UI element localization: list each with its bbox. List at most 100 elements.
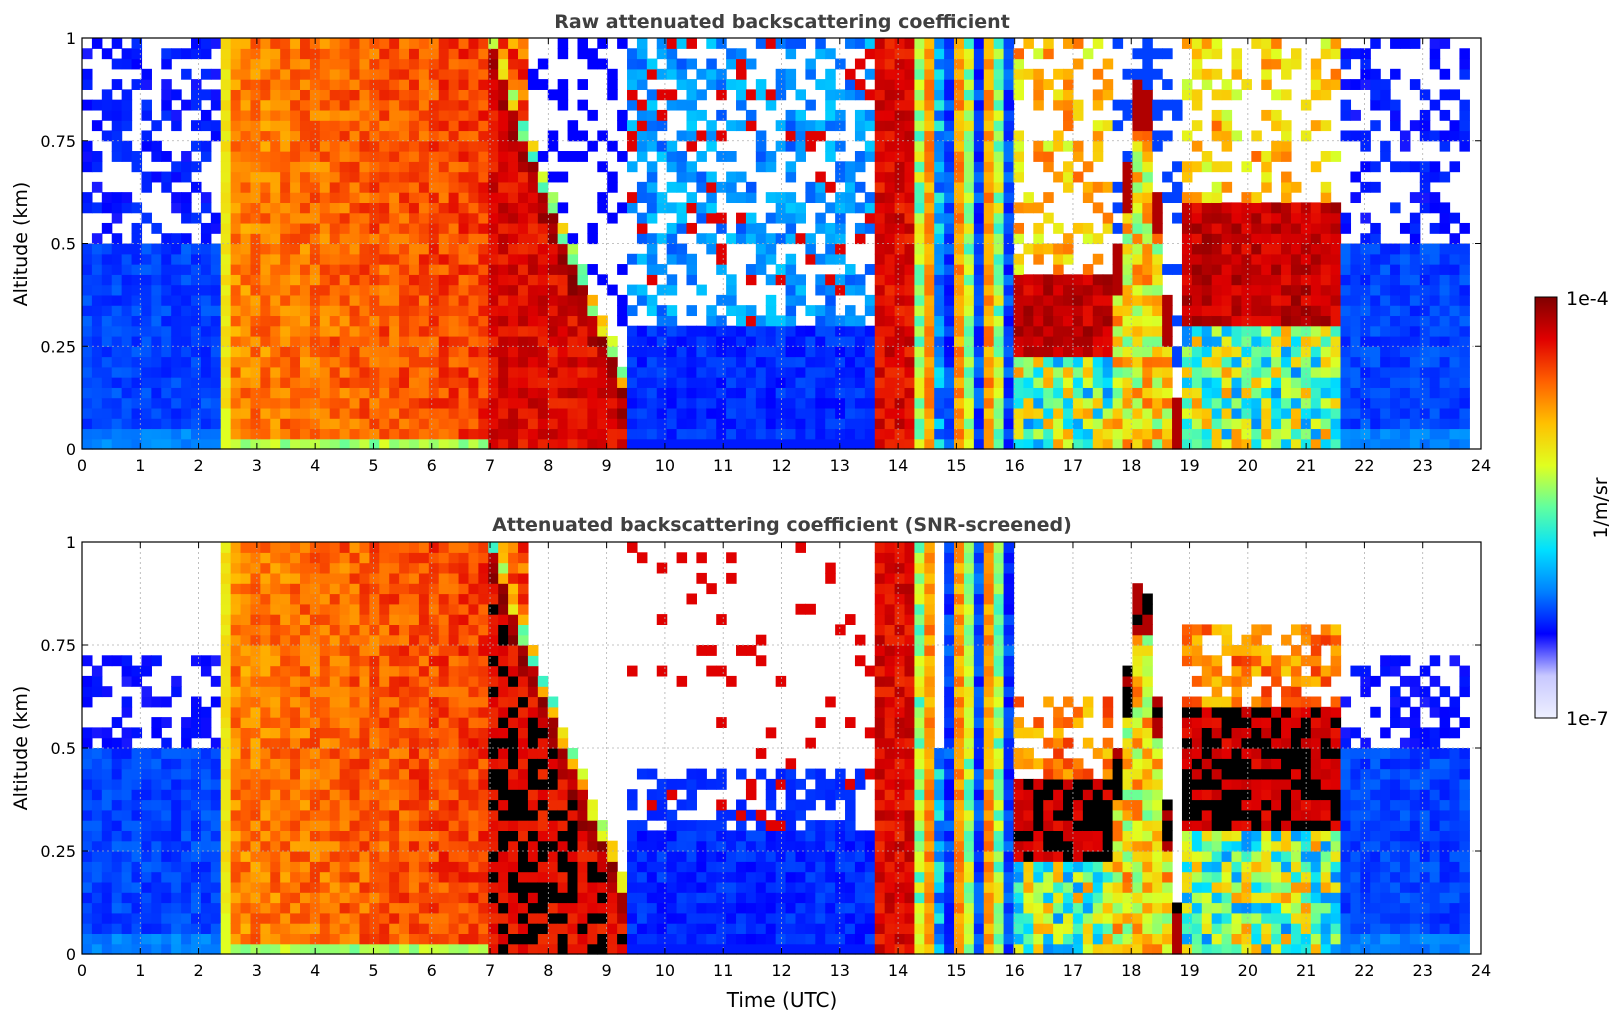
heatmap-cell — [666, 418, 678, 430]
heatmap-cell — [409, 120, 420, 132]
heatmap-cell — [1399, 243, 1411, 255]
heatmap-cell — [557, 418, 569, 430]
heatmap-cell — [1092, 89, 1104, 101]
heatmap-cell — [280, 438, 291, 450]
heatmap-cell — [1172, 397, 1183, 409]
heatmap-cell — [1439, 418, 1451, 430]
heatmap-cell — [1281, 264, 1292, 275]
heatmap-cell — [944, 335, 955, 347]
heatmap-cell — [1023, 315, 1034, 327]
heatmap-cell — [1251, 284, 1262, 296]
heatmap-cell — [1142, 181, 1153, 193]
heatmap-cell — [973, 253, 985, 265]
heatmap-cell — [944, 58, 955, 70]
heatmap-cell — [1122, 418, 1134, 430]
heatmap-cell — [1181, 335, 1193, 347]
heatmap-cell — [1211, 264, 1223, 275]
heatmap-cell — [1172, 428, 1183, 440]
heatmap-cell — [1221, 264, 1233, 275]
heatmap-cell — [210, 758, 222, 770]
heatmap-cell — [230, 346, 242, 358]
heatmap-cell — [151, 171, 162, 183]
heatmap-cell — [1201, 212, 1213, 224]
heatmap-cell — [418, 130, 430, 142]
heatmap-cell — [82, 933, 93, 945]
heatmap-cell — [716, 335, 727, 347]
heatmap-cell — [171, 202, 182, 214]
heatmap-cell — [1003, 428, 1015, 440]
heatmap-cell — [676, 130, 688, 142]
heatmap-cell — [795, 38, 806, 49]
heatmap-cell — [161, 335, 172, 347]
heatmap-cell — [319, 356, 331, 368]
heatmap-cell — [260, 212, 271, 224]
heatmap-cell — [1380, 346, 1391, 358]
heatmap-cell — [290, 438, 301, 450]
heatmap-cell — [825, 397, 836, 409]
heatmap-cell — [171, 892, 182, 904]
heatmap-cell — [726, 58, 737, 70]
heatmap-cell — [904, 284, 916, 296]
heatmap-cell — [656, 305, 668, 317]
heatmap-cell — [696, 130, 707, 142]
heatmap-cell — [1023, 418, 1034, 430]
heatmap-cell — [1112, 418, 1124, 430]
heatmap-cell — [161, 377, 172, 388]
heatmap-cell — [993, 438, 1005, 450]
heatmap-cell — [1191, 192, 1203, 204]
heatmap-cell — [458, 130, 470, 142]
heatmap-cell — [468, 356, 479, 368]
heatmap-cell — [1261, 366, 1272, 378]
heatmap-cell — [993, 407, 1005, 419]
heatmap-cell — [478, 274, 489, 286]
heatmap-cell — [963, 335, 975, 347]
heatmap-cell — [428, 161, 440, 173]
heatmap-cell — [676, 79, 688, 90]
heatmap-cell — [894, 438, 906, 450]
heatmap-cell — [230, 820, 242, 831]
heatmap-cell — [1439, 130, 1451, 142]
heatmap-cell — [508, 397, 519, 409]
heatmap-cell — [1439, 346, 1451, 358]
heatmap-cell — [567, 428, 579, 440]
heatmap-cell — [319, 222, 331, 234]
heatmap-cell — [954, 438, 965, 450]
heatmap-cell — [171, 264, 182, 275]
heatmap-cell — [508, 284, 519, 296]
heatmap-cell — [1231, 212, 1243, 224]
heatmap-cell — [1360, 48, 1371, 60]
heatmap-cell — [1320, 264, 1332, 275]
heatmap-cell — [1181, 264, 1193, 275]
heatmap-cell — [91, 686, 103, 698]
heatmap-cell — [250, 366, 261, 378]
heatmap-cell — [309, 120, 321, 132]
heatmap-cell — [1370, 161, 1381, 173]
heatmap-cell — [1003, 346, 1015, 358]
heatmap-cell — [498, 48, 509, 60]
heatmap-cell — [448, 253, 460, 265]
heatmap-cell — [1251, 192, 1262, 204]
heatmap-cell — [181, 99, 192, 111]
heatmap-cell — [963, 356, 975, 368]
heatmap-cell — [805, 377, 816, 388]
heatmap-cell — [894, 315, 906, 327]
heatmap-cell — [1191, 346, 1203, 358]
heatmap-cell — [309, 315, 321, 327]
heatmap-cell — [1459, 140, 1470, 152]
heatmap-cell — [706, 418, 717, 430]
heatmap-cell — [577, 356, 588, 368]
heatmap-cell — [438, 202, 450, 214]
heatmap-cell — [458, 48, 470, 60]
heatmap-cell — [409, 68, 420, 80]
heatmap-cell — [309, 202, 321, 214]
heatmap-cell — [1419, 305, 1431, 317]
heatmap-cell — [686, 377, 697, 388]
heatmap-cell — [983, 325, 995, 337]
heatmap-cell — [1370, 68, 1381, 80]
heatmap-cell — [825, 325, 836, 337]
heatmap-cell — [220, 109, 232, 121]
heatmap-cell — [518, 38, 529, 49]
heatmap-cell — [1092, 305, 1104, 317]
heatmap-cell — [577, 151, 588, 162]
heatmap-cell — [91, 675, 103, 687]
